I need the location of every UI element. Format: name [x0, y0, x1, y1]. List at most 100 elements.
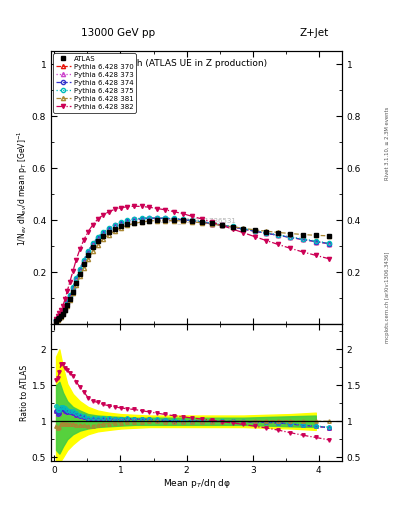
Pythia 6.428 375	[74, 275, 79, 281]
Pythia 6.428 382	[59, 307, 63, 313]
Pythia 6.428 375	[181, 216, 185, 222]
Pythia 6.428 370	[55, 315, 60, 322]
Pythia 6.428 382	[61, 303, 65, 309]
Pythia 6.428 382	[125, 204, 130, 210]
Pythia 6.428 370	[199, 219, 204, 225]
Pythia 6.428 370	[163, 216, 168, 222]
Pythia 6.428 382	[65, 288, 70, 294]
Pythia 6.428 382	[252, 233, 257, 240]
Pythia 6.428 382	[101, 212, 105, 218]
Pythia 6.428 382	[220, 222, 224, 228]
Pythia 6.428 374	[101, 230, 105, 236]
Pythia 6.428 373	[54, 317, 59, 323]
Pythia 6.428 382	[163, 207, 168, 213]
Pythia 6.428 381	[71, 290, 75, 296]
Pythia 6.428 373	[220, 222, 224, 228]
Pythia 6.428 382	[74, 257, 79, 263]
Pythia 6.428 381	[106, 232, 111, 238]
Pythia 6.428 382	[139, 203, 144, 209]
Pythia 6.428 373	[147, 215, 152, 221]
Pythia 6.428 375	[77, 266, 82, 272]
Pythia 6.428 381	[59, 314, 63, 320]
Y-axis label: 1/N$_{ev}$ dN$_{ev}$/d mean p$_T$ [GeV]$^{-1}$: 1/N$_{ev}$ dN$_{ev}$/d mean p$_T$ [GeV]$…	[16, 130, 31, 246]
Pythia 6.428 373	[59, 312, 63, 318]
Pythia 6.428 374	[57, 314, 62, 320]
Pythia 6.428 374	[241, 226, 246, 232]
Pythia 6.428 375	[95, 234, 100, 240]
Pythia 6.428 374	[181, 217, 185, 223]
ATLAS	[139, 219, 144, 225]
Pythia 6.428 370	[61, 309, 65, 315]
Pythia 6.428 381	[220, 222, 224, 228]
Pythia 6.428 370	[95, 235, 100, 241]
Pythia 6.428 375	[81, 257, 86, 263]
ATLAS	[61, 311, 65, 317]
Pythia 6.428 374	[301, 237, 305, 243]
Pythia 6.428 374	[230, 224, 235, 230]
Pythia 6.428 375	[71, 284, 75, 290]
ATLAS	[86, 251, 90, 258]
ATLAS	[190, 218, 195, 224]
X-axis label: Mean p$_T$/dη dφ: Mean p$_T$/dη dφ	[163, 477, 230, 490]
Pythia 6.428 373	[55, 315, 60, 322]
Pythia 6.428 373	[106, 226, 111, 232]
Pythia 6.428 382	[276, 241, 281, 247]
ATLAS	[147, 218, 152, 224]
Pythia 6.428 370	[241, 226, 246, 232]
Pythia 6.428 373	[81, 258, 86, 264]
Pythia 6.428 370	[68, 292, 72, 298]
Pythia 6.428 370	[74, 275, 79, 282]
Pythia 6.428 375	[65, 298, 70, 305]
ATLAS	[77, 270, 82, 276]
Pythia 6.428 373	[276, 232, 281, 239]
Pythia 6.428 374	[68, 292, 72, 298]
Pythia 6.428 370	[77, 267, 82, 273]
Pythia 6.428 373	[95, 235, 100, 241]
Pythia 6.428 381	[301, 231, 305, 238]
Pythia 6.428 375	[101, 229, 105, 235]
Pythia 6.428 381	[65, 303, 70, 309]
Pythia 6.428 375	[230, 223, 235, 229]
Pythia 6.428 370	[327, 241, 331, 247]
Pythia 6.428 381	[288, 230, 293, 237]
Pythia 6.428 373	[57, 314, 62, 320]
Pythia 6.428 374	[288, 234, 293, 241]
Pythia 6.428 373	[209, 221, 214, 227]
Pythia 6.428 375	[59, 312, 63, 318]
Pythia 6.428 381	[147, 218, 152, 224]
Pythia 6.428 370	[288, 234, 293, 241]
Pythia 6.428 373	[190, 218, 195, 224]
ATLAS	[112, 225, 117, 231]
ATLAS	[71, 289, 75, 295]
Pythia 6.428 382	[314, 252, 318, 259]
Pythia 6.428 373	[199, 219, 204, 225]
ATLAS	[95, 238, 100, 244]
ATLAS	[62, 307, 67, 313]
Pythia 6.428 375	[155, 215, 160, 221]
Pythia 6.428 382	[199, 216, 204, 222]
ATLAS	[241, 225, 246, 231]
Pythia 6.428 382	[71, 268, 75, 274]
ATLAS	[68, 296, 72, 302]
Pythia 6.428 370	[54, 317, 59, 323]
ATLAS	[54, 317, 59, 324]
Pythia 6.428 373	[139, 216, 144, 222]
Pythia 6.428 374	[118, 220, 123, 226]
Pythia 6.428 373	[125, 218, 130, 224]
Pythia 6.428 373	[74, 275, 79, 282]
Pythia 6.428 375	[62, 304, 67, 310]
Pythia 6.428 373	[230, 224, 235, 230]
Pythia 6.428 375	[301, 236, 305, 242]
Pythia 6.428 374	[55, 315, 60, 322]
ATLAS	[220, 222, 224, 228]
Pythia 6.428 375	[220, 222, 224, 228]
Pythia 6.428 373	[86, 249, 90, 255]
Pythia 6.428 374	[65, 299, 70, 305]
Pythia 6.428 381	[125, 222, 130, 228]
Pythia 6.428 373	[62, 305, 67, 311]
Pythia 6.428 382	[55, 313, 60, 319]
Pythia 6.428 375	[252, 227, 257, 233]
ATLAS	[155, 217, 160, 223]
Pythia 6.428 370	[155, 215, 160, 221]
ATLAS	[276, 230, 281, 237]
